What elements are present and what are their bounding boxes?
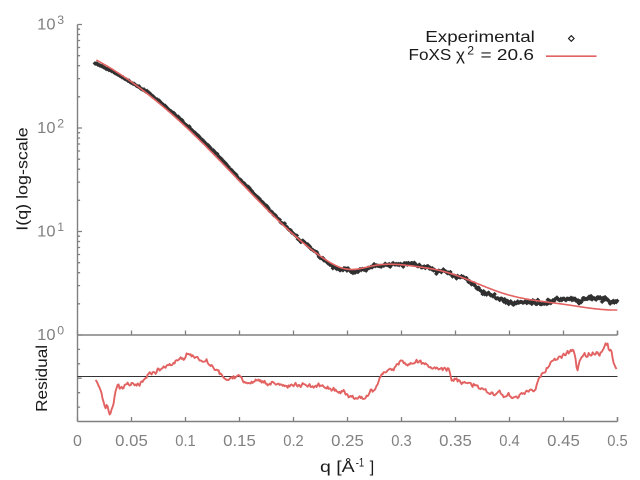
svg-text:Experimental: Experimental [425,29,535,46]
svg-text:I(q) log-scale: I(q) log-scale [15,127,32,231]
svg-text:0: 0 [57,323,64,337]
svg-text:0.15: 0.15 [223,433,256,450]
svg-text:0: 0 [73,433,82,450]
svg-text:0.5: 0.5 [607,433,628,450]
svg-text:2: 2 [57,116,64,130]
svg-text:3: 3 [57,13,64,27]
svg-text:0.1: 0.1 [175,433,196,450]
svg-text:10: 10 [37,120,55,137]
svg-text:10: 10 [37,224,55,241]
svg-text:1: 1 [57,220,64,234]
svg-text:0.25: 0.25 [331,433,364,450]
svg-text:0.4: 0.4 [499,433,520,450]
svg-text:Residual: Residual [34,345,51,412]
svg-text:2: 2 [467,44,474,58]
svg-text:0.45: 0.45 [547,433,580,450]
svg-text:= 20.6: = 20.6 [481,47,535,64]
svg-text:0.35: 0.35 [439,433,472,450]
svg-text:0.05: 0.05 [115,433,148,450]
svg-text:10: 10 [37,327,55,344]
svg-text:-1: -1 [356,455,365,469]
svg-text:q [Å: q [Å [320,457,355,476]
svg-text:10: 10 [37,17,55,34]
svg-text:0.3: 0.3 [391,433,412,450]
svg-text:FoXS χ: FoXS χ [409,47,466,64]
svg-text:0.2: 0.2 [283,433,304,450]
svg-text:]: ] [370,459,374,476]
